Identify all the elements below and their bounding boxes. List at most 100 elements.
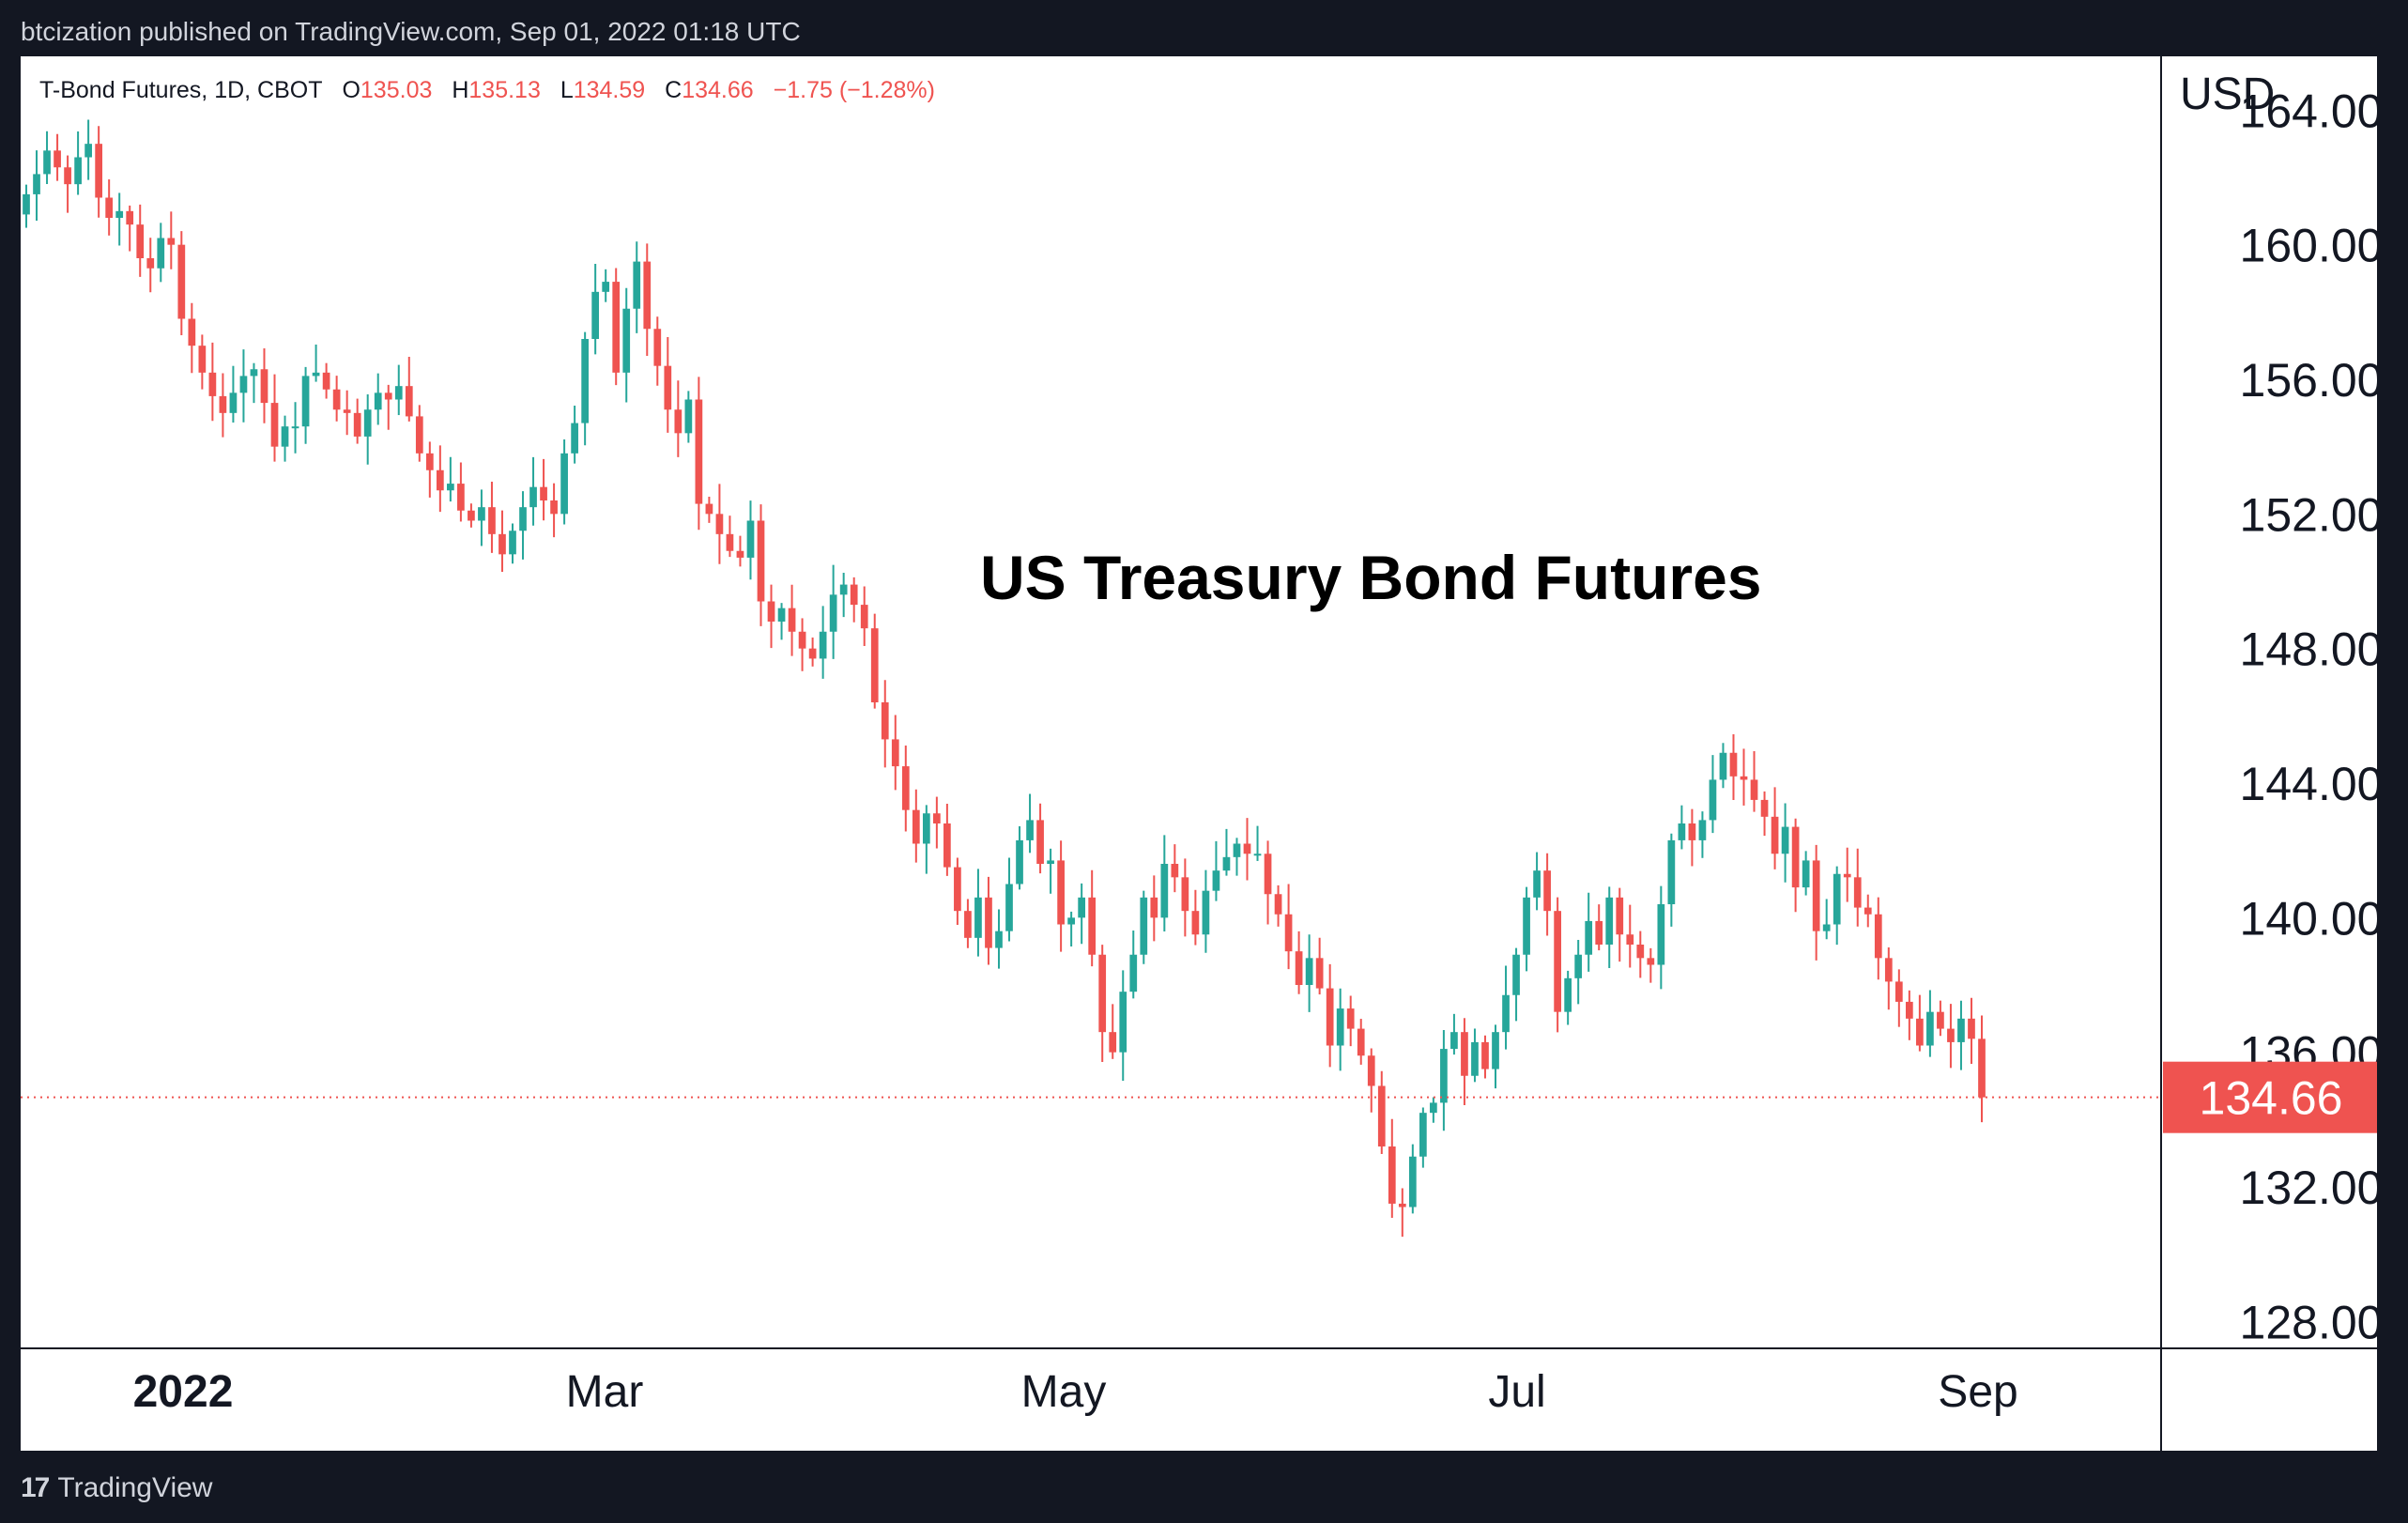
candle xyxy=(922,805,930,874)
candle-body xyxy=(229,392,238,413)
y-tick-label: 164.00 xyxy=(2240,85,2377,137)
last-price-badge xyxy=(2163,1061,2377,1133)
y-tick-label: 148.00 xyxy=(2240,623,2377,676)
candle-body xyxy=(488,507,496,534)
candle xyxy=(478,489,485,546)
candle xyxy=(167,211,176,269)
candle xyxy=(1233,838,1241,876)
x-tick-label: 2022 xyxy=(133,1367,234,1417)
candle-body xyxy=(250,369,258,377)
candle xyxy=(1326,963,1334,1068)
candle xyxy=(736,535,744,567)
candle-body xyxy=(1502,994,1510,1033)
candle-body xyxy=(767,601,775,622)
candle-body xyxy=(1595,920,1603,945)
candle-body xyxy=(1926,1011,1934,1046)
candle-body xyxy=(1326,988,1334,1046)
candle-body xyxy=(1036,820,1044,864)
candle xyxy=(1937,1000,1944,1037)
candle xyxy=(353,398,361,444)
candle-body xyxy=(684,399,693,434)
candle-body xyxy=(1657,904,1665,965)
candle-body xyxy=(1605,897,1614,945)
candle xyxy=(839,572,848,618)
candle-body xyxy=(1233,843,1241,857)
candle-body xyxy=(1760,799,1769,817)
candle xyxy=(1026,793,1034,854)
candle-body xyxy=(188,318,196,346)
candle-body xyxy=(1109,1032,1117,1053)
candle xyxy=(664,337,672,433)
chart-title: US Treasury Bond Futures xyxy=(980,543,1762,612)
candle xyxy=(622,287,631,403)
candle-body xyxy=(850,584,858,606)
candle-body xyxy=(1419,1113,1427,1157)
candle-body xyxy=(1947,1028,1955,1042)
symbol-label: T-Bond Futures, 1D, CBOT xyxy=(39,77,323,103)
candle-body xyxy=(84,144,92,158)
candle-body xyxy=(550,500,558,515)
candle xyxy=(1729,733,1738,801)
candle xyxy=(1802,851,1810,896)
candle-body xyxy=(1026,820,1034,840)
candle xyxy=(405,356,413,422)
candle-body xyxy=(1078,897,1086,918)
x-tick-label: May xyxy=(1021,1367,1107,1417)
candle-body xyxy=(1533,870,1541,898)
candle-body xyxy=(1119,992,1127,1053)
candle-body xyxy=(343,409,351,413)
candle xyxy=(550,483,558,538)
candle xyxy=(1450,1013,1458,1055)
candle xyxy=(943,803,951,876)
candle xyxy=(612,268,621,386)
candles-layer xyxy=(23,119,1986,1238)
candle-body xyxy=(1574,954,1583,978)
candle-body xyxy=(1492,1032,1499,1069)
candle-body xyxy=(1202,890,1210,935)
candle xyxy=(1171,844,1179,893)
candle-body xyxy=(1088,897,1097,955)
candle-body xyxy=(1781,826,1789,854)
candle-body xyxy=(167,238,176,245)
candle xyxy=(1916,994,1924,1052)
candle-body xyxy=(1771,816,1779,854)
candle xyxy=(1284,884,1293,970)
candle xyxy=(436,445,444,513)
candle-body xyxy=(281,426,289,447)
candle-body xyxy=(43,150,51,175)
candle xyxy=(281,415,289,462)
candle xyxy=(1502,965,1510,1050)
candle-body xyxy=(74,157,82,185)
candle xyxy=(1481,1035,1489,1079)
candle-body xyxy=(1461,1032,1468,1076)
candle xyxy=(74,131,82,195)
candle xyxy=(126,205,134,252)
candle-body xyxy=(394,386,403,400)
candle-body xyxy=(126,210,134,225)
candle-body xyxy=(1543,870,1551,912)
candle xyxy=(1636,931,1645,978)
candle xyxy=(974,869,982,957)
candle xyxy=(1657,885,1665,990)
candle-body xyxy=(1554,911,1561,1012)
high-value: 135.13 xyxy=(468,77,541,103)
candle xyxy=(1036,803,1044,874)
candle-body xyxy=(322,372,330,390)
candle-body xyxy=(581,339,590,423)
candle xyxy=(1202,869,1210,953)
candle xyxy=(1874,897,1882,980)
candle xyxy=(964,899,972,948)
candle xyxy=(447,456,454,502)
candle-body xyxy=(746,520,755,558)
candle xyxy=(1067,911,1075,947)
candle-body xyxy=(1140,897,1148,955)
candle-body xyxy=(405,386,413,417)
candle xyxy=(1781,803,1789,883)
candle-body xyxy=(1129,954,1138,992)
candle-body xyxy=(954,867,961,912)
candle xyxy=(1864,894,1872,928)
candle xyxy=(560,439,568,525)
candle-body xyxy=(1729,752,1738,777)
candle-body xyxy=(591,291,600,339)
